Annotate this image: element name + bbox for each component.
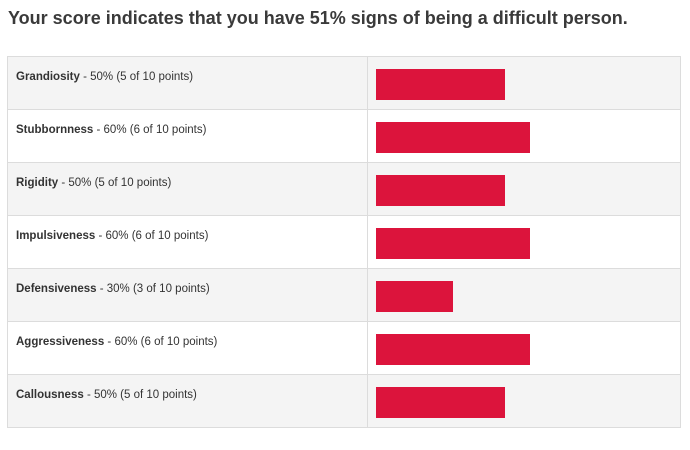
result-row-grandiosity: Grandiosity - 50% (5 of 10 points) (7, 56, 681, 110)
result-row-aggressiveness: Aggressiveness - 60% (6 of 10 points) (7, 321, 681, 375)
result-label: Aggressiveness - 60% (6 of 10 points) (8, 322, 367, 348)
score-bar (376, 228, 531, 259)
results-table: Grandiosity - 50% (5 of 10 points) Stubb… (7, 56, 681, 428)
score-bar (376, 334, 531, 365)
trait-score: - 60% (6 of 10 points) (93, 124, 207, 136)
result-label-cell: Aggressiveness - 60% (6 of 10 points) (7, 321, 368, 375)
result-label: Grandiosity - 50% (5 of 10 points) (8, 57, 367, 83)
score-bar-track (376, 122, 633, 153)
result-label: Impulsiveness - 60% (6 of 10 points) (8, 216, 367, 242)
result-label-cell: Defensiveness - 30% (3 of 10 points) (7, 268, 368, 322)
trait-score: - 30% (3 of 10 points) (96, 283, 210, 295)
result-row-impulsiveness: Impulsiveness - 60% (6 of 10 points) (7, 215, 681, 269)
result-bar-cell (367, 109, 681, 163)
result-label-cell: Grandiosity - 50% (5 of 10 points) (7, 56, 368, 110)
score-bar (376, 122, 531, 153)
result-bar-cell (367, 162, 681, 216)
result-label: Defensiveness - 30% (3 of 10 points) (8, 269, 367, 295)
score-bar (376, 69, 505, 100)
trait-name: Callousness (16, 389, 84, 401)
trait-name: Rigidity (16, 177, 59, 189)
result-label-cell: Callousness - 50% (5 of 10 points) (7, 374, 368, 428)
result-bar-cell (367, 321, 681, 375)
score-bar-track (376, 175, 633, 206)
score-bar-track (376, 281, 633, 312)
result-label: Rigidity - 50% (5 of 10 points) (8, 163, 367, 189)
result-label-cell: Impulsiveness - 60% (6 of 10 points) (7, 215, 368, 269)
result-label: Stubbornness - 60% (6 of 10 points) (8, 110, 367, 136)
score-bar-track (376, 228, 633, 259)
result-bar-cell (367, 56, 681, 110)
score-bar (376, 387, 505, 418)
result-bar-cell (367, 215, 681, 269)
result-label-cell: Rigidity - 50% (5 of 10 points) (7, 162, 368, 216)
trait-name: Impulsiveness (16, 230, 96, 242)
trait-name: Aggressiveness (16, 336, 105, 348)
trait-name: Grandiosity (16, 71, 80, 83)
score-headline: Your score indicates that you have 51% s… (8, 8, 628, 28)
trait-name: Stubbornness (16, 124, 94, 136)
result-bar-cell (367, 268, 681, 322)
trait-score: - 60% (6 of 10 points) (104, 336, 218, 348)
result-label: Callousness - 50% (5 of 10 points) (8, 375, 367, 401)
trait-score: - 50% (5 of 10 points) (58, 177, 172, 189)
trait-score: - 50% (5 of 10 points) (83, 389, 197, 401)
result-row-stubbornness: Stubbornness - 60% (6 of 10 points) (7, 109, 681, 163)
score-bar-track (376, 387, 633, 418)
result-row-defensiveness: Defensiveness - 30% (3 of 10 points) (7, 268, 681, 322)
trait-score: - 50% (5 of 10 points) (79, 71, 194, 83)
result-label-cell: Stubbornness - 60% (6 of 10 points) (7, 109, 368, 163)
result-bar-cell (367, 374, 681, 428)
trait-score: - 60% (6 of 10 points) (95, 230, 209, 242)
score-bar-track (376, 69, 633, 100)
score-bar (376, 175, 505, 206)
result-row-callousness: Callousness - 50% (5 of 10 points) (7, 374, 681, 428)
trait-name: Defensiveness (16, 283, 97, 295)
result-row-rigidity: Rigidity - 50% (5 of 10 points) (7, 162, 681, 216)
score-bar (376, 281, 454, 312)
score-bar-track (376, 334, 633, 365)
